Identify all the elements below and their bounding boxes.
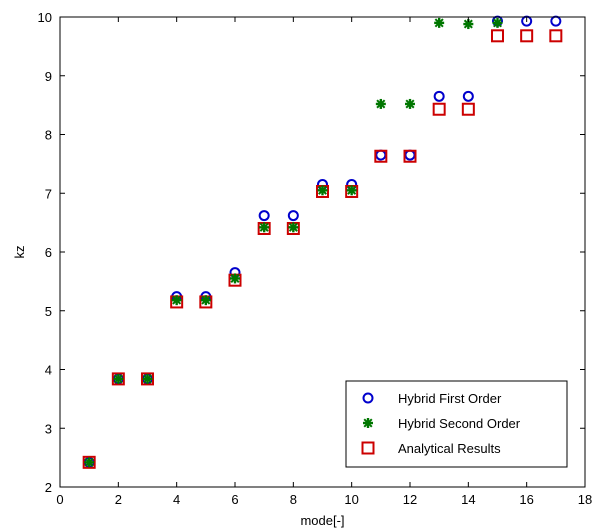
data-point-star bbox=[346, 185, 357, 196]
x-tick-label: 2 bbox=[115, 492, 122, 507]
x-tick-label: 10 bbox=[344, 492, 358, 507]
data-point-star bbox=[259, 222, 270, 233]
x-tick-label: 0 bbox=[56, 492, 63, 507]
x-tick-label: 8 bbox=[290, 492, 297, 507]
legend-box bbox=[345, 380, 568, 468]
data-point-square bbox=[374, 149, 388, 163]
data-point-star bbox=[200, 295, 211, 306]
legend-entry-label: Analytical Results bbox=[398, 441, 501, 456]
data-point-square bbox=[491, 29, 504, 43]
y-tick-label: 6 bbox=[45, 245, 52, 260]
y-tick-label: 2 bbox=[45, 480, 52, 495]
y-tick-label: 8 bbox=[45, 128, 52, 143]
y-axis-label: kz bbox=[12, 246, 27, 259]
data-point-circle bbox=[287, 210, 299, 222]
x-tick-label: 14 bbox=[461, 492, 475, 507]
data-point-star bbox=[230, 273, 240, 284]
data-point-square bbox=[403, 149, 417, 163]
data-point-square bbox=[111, 372, 125, 386]
legend: Hybrid First Order Hybrid Second Order Ana… bbox=[345, 380, 568, 468]
data-point-square bbox=[432, 102, 446, 116]
data-point-square bbox=[461, 102, 475, 116]
x-tick-label: 18 bbox=[578, 492, 592, 507]
data-point-star bbox=[375, 98, 386, 109]
data-point-circle bbox=[433, 90, 445, 102]
data-point-star bbox=[142, 373, 153, 384]
data-point-square bbox=[82, 455, 96, 469]
x-axis-label: mode[-] bbox=[300, 513, 344, 528]
x-tick-label: 4 bbox=[173, 492, 180, 507]
data-point-star bbox=[405, 98, 415, 109]
y-tick-label: 7 bbox=[45, 186, 52, 201]
x-tick-label: 6 bbox=[231, 492, 238, 507]
data-markers bbox=[82, 15, 563, 469]
legend-entry-label: Hybrid Second Order bbox=[398, 416, 521, 431]
legend-marker-square bbox=[361, 441, 375, 455]
data-point-circle bbox=[258, 210, 270, 222]
legend-marker-star bbox=[363, 418, 373, 428]
data-point-star bbox=[113, 373, 124, 384]
data-point-square bbox=[549, 29, 563, 43]
data-point-star bbox=[492, 17, 503, 28]
data-point-star bbox=[434, 17, 445, 28]
y-tick-label: 3 bbox=[45, 421, 52, 436]
y-tick-label: 10 bbox=[38, 10, 52, 25]
y-tick-label: 9 bbox=[45, 69, 52, 84]
y-tick-label: 5 bbox=[45, 304, 52, 319]
data-point-star bbox=[171, 295, 182, 306]
data-point-star bbox=[84, 457, 95, 468]
legend-entry-label: Hybrid First Order bbox=[398, 391, 502, 406]
data-point-square bbox=[520, 29, 534, 43]
x-tick-label: 12 bbox=[403, 492, 417, 507]
data-point-square bbox=[141, 372, 154, 386]
data-point-star bbox=[317, 185, 328, 196]
data-point-star bbox=[288, 222, 299, 233]
x-tick-label: 16 bbox=[519, 492, 533, 507]
legend-marker-circle bbox=[362, 392, 374, 404]
y-tick-label: 4 bbox=[45, 363, 52, 378]
data-point-circle bbox=[462, 90, 474, 102]
